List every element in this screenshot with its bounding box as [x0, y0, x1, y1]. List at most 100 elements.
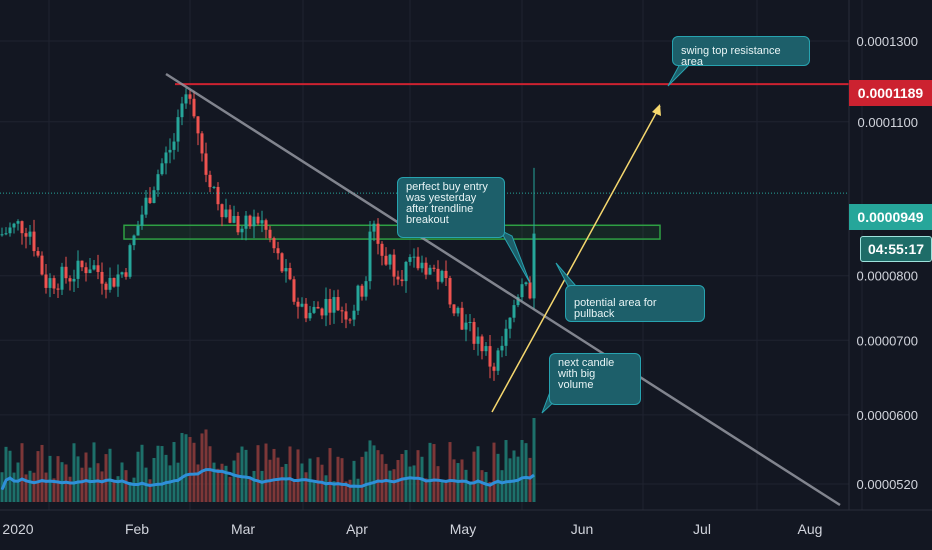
- candle-body: [292, 279, 296, 302]
- candle-body: [272, 238, 276, 249]
- candle-body: [12, 223, 16, 228]
- candle-body: [24, 233, 28, 237]
- volume-bars: [0, 418, 536, 502]
- time-axis[interactable]: 2020 Feb Mar Apr May Jun Jul Aug: [2, 521, 822, 537]
- candle-body: [336, 297, 340, 311]
- projection-arrow: [491, 105, 661, 413]
- volume-bar: [440, 481, 444, 502]
- candle-body: [364, 281, 368, 297]
- volume-bar: [480, 470, 484, 502]
- volume-bar: [4, 446, 8, 502]
- candle-body: [56, 288, 60, 290]
- volume-bar: [232, 460, 236, 502]
- candle-body: [252, 216, 256, 227]
- month-tick-label: Jul: [693, 521, 711, 537]
- candle-body: [60, 266, 64, 290]
- volume-bar: [88, 467, 92, 502]
- candle-body: [120, 272, 124, 275]
- candle-body: [256, 216, 260, 224]
- volume-bar: [524, 443, 528, 502]
- candle-body: [144, 197, 148, 215]
- volume-bar: [256, 445, 260, 502]
- volume-bar: [172, 442, 176, 502]
- volume-bar: [428, 442, 432, 502]
- volume-bar: [392, 469, 396, 502]
- candle-body: [4, 233, 8, 235]
- candle-body: [448, 278, 452, 305]
- volume-bar: [52, 478, 56, 502]
- candle-body: [224, 209, 228, 218]
- price-tick-label: 0.0001300: [857, 34, 918, 49]
- volume-bar: [476, 446, 480, 502]
- month-tick-label: Mar: [231, 521, 255, 537]
- current-price-label: 0.0000949: [849, 204, 932, 230]
- volume-bar: [432, 444, 436, 502]
- candle-body: [92, 265, 96, 270]
- volume-bar: [84, 452, 88, 502]
- volume-bar: [408, 466, 412, 502]
- candle-body: [52, 278, 56, 289]
- volume-bar: [124, 470, 128, 502]
- candle-body: [444, 270, 448, 279]
- candle-body: [176, 117, 180, 142]
- volume-bar: [500, 470, 504, 502]
- month-tick-label: Aug: [798, 521, 823, 537]
- volume-bar: [48, 455, 52, 502]
- candle-body: [212, 186, 216, 188]
- candle-body: [0, 234, 4, 236]
- volume-bar: [20, 443, 24, 502]
- volume-bar: [92, 442, 96, 502]
- candle-body: [208, 174, 212, 188]
- candle-body: [504, 328, 508, 346]
- candle-body: [400, 279, 404, 282]
- candle-body: [316, 306, 320, 309]
- candle-body: [392, 254, 396, 277]
- volume-bar: [384, 463, 388, 502]
- volume-bar: [112, 481, 116, 502]
- volume-bar: [260, 470, 264, 502]
- candle-body: [372, 223, 376, 232]
- volume-bar: [80, 467, 84, 502]
- volume-bar: [188, 437, 192, 502]
- countdown-label: 04:55:17: [860, 236, 932, 262]
- volume-bar: [212, 462, 216, 502]
- candle-body: [424, 262, 428, 275]
- candle-body: [384, 255, 388, 265]
- volume-bar: [272, 448, 276, 502]
- volume-bar: [264, 443, 268, 502]
- volume-bar: [324, 475, 328, 502]
- candle-body: [44, 274, 48, 288]
- candle-body: [80, 260, 84, 268]
- candle-body: [352, 310, 356, 320]
- candle-body: [184, 94, 188, 104]
- volume-bar: [448, 442, 452, 502]
- drawings: [0, 63, 849, 507]
- candle-body: [180, 103, 184, 118]
- volume-bar: [116, 476, 120, 502]
- volume-bar: [152, 457, 156, 502]
- volume-bar: [372, 445, 376, 502]
- candle-body: [428, 267, 432, 275]
- candle-body: [172, 141, 176, 150]
- price-tick-label: 0.0000700: [857, 333, 918, 348]
- volume-bar: [24, 474, 28, 502]
- volume-bar: [228, 476, 232, 502]
- price-axis[interactable]: 0.0001300 0.0001100 0.0000800 0.0000700 0.00…: [857, 34, 918, 492]
- callout-swing-top: swing top resistance area: [672, 36, 810, 68]
- candle-body: [88, 269, 92, 274]
- volume-bar: [328, 448, 332, 502]
- descending-trendline: [165, 72, 841, 507]
- volume-bar: [32, 472, 36, 502]
- price-tick-label: 0.0000520: [857, 477, 918, 492]
- volume-bar: [464, 469, 468, 502]
- volume-bar: [292, 479, 296, 502]
- candle-body: [332, 297, 336, 313]
- callout-buy-entry: perfect buy entry was yesterday after tr…: [397, 177, 505, 238]
- volume-bar: [44, 472, 48, 502]
- candle-body: [284, 268, 288, 272]
- volume-bar: [248, 476, 252, 502]
- candle-body: [520, 284, 524, 298]
- candle-body: [296, 301, 300, 307]
- volume-bar: [68, 476, 72, 502]
